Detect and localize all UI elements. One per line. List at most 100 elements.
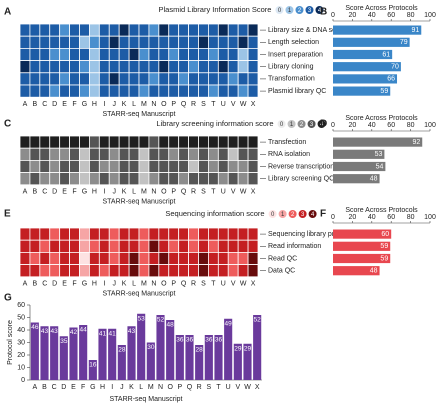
heatmap-cell	[69, 251, 80, 265]
heatmap-cell	[89, 35, 100, 49]
bar	[253, 315, 262, 380]
x-tick-label: W	[240, 101, 247, 108]
x-tick-label: T	[211, 281, 216, 288]
legend-swatch	[304, 5, 315, 15]
x-tick-label: N	[151, 101, 156, 108]
heatmap-cell	[198, 239, 209, 253]
bar	[156, 315, 165, 380]
x-tick-label: K	[122, 101, 127, 108]
bar	[30, 322, 39, 380]
x-tick-label: B	[33, 281, 38, 288]
heatmap-cell	[247, 72, 259, 86]
heatmap-cell	[29, 264, 41, 278]
bar	[333, 137, 423, 147]
x-tick-label: S	[201, 189, 206, 196]
heatmap-cell	[237, 23, 249, 37]
x-tick-label: J	[112, 281, 116, 288]
heatmap-cell	[69, 159, 80, 173]
legend-label: 0	[280, 122, 284, 128]
value-label: 48	[167, 322, 175, 329]
x-axis-label: STARR-seq Manuscript	[102, 111, 175, 118]
heatmap-cell	[89, 147, 100, 161]
heatmap-cell	[19, 48, 31, 62]
legend-swatch	[314, 5, 325, 15]
value-label: 43	[41, 328, 49, 335]
x-tick-label: J	[112, 101, 116, 108]
x-tick-label: V	[235, 384, 240, 391]
row-label: Plasmid library QC	[268, 88, 326, 95]
heatmap-cell	[178, 227, 189, 241]
x-tick-label: C	[42, 281, 47, 288]
heatmap-cell	[69, 35, 80, 49]
heatmap-cell	[128, 147, 140, 161]
heatmap-cell	[227, 251, 239, 265]
x-tick-label: B	[33, 189, 38, 196]
x-tick-label: D	[52, 101, 57, 108]
heatmap-cell	[69, 60, 80, 74]
heatmap-cell	[168, 23, 180, 37]
x-tick-label: A	[23, 281, 28, 288]
value-label: 59	[380, 255, 388, 262]
heatmap-cell	[217, 239, 229, 253]
heatmap-cell	[227, 72, 239, 86]
heatmap-cell	[19, 264, 31, 278]
x-tick-label: O	[161, 189, 167, 196]
x-tick-label: W	[240, 189, 247, 196]
heatmap-cell	[217, 147, 229, 161]
heatmap-cell	[19, 72, 31, 86]
value-label: 60	[381, 231, 389, 238]
heatmap-cell	[59, 48, 70, 62]
x-tick-label: X	[251, 281, 256, 288]
value-label: 79	[400, 39, 408, 46]
panel-title: Library screening information score	[156, 119, 273, 128]
heatmap-cell	[217, 251, 229, 265]
heatmap-cell	[69, 84, 80, 98]
x-tick-label: M	[141, 189, 147, 196]
x-tick-label: P	[171, 189, 176, 196]
heatmap-cell	[208, 239, 219, 253]
heatmap-cell	[227, 172, 239, 186]
heatmap-cell	[79, 172, 90, 186]
heatmap-cell	[217, 84, 229, 98]
heatmap-cell	[247, 60, 259, 74]
heatmap-cell	[118, 135, 130, 149]
heatmap-cell	[158, 60, 170, 74]
heatmap-cell	[98, 35, 110, 49]
heatmap-cell	[227, 135, 239, 149]
bar	[185, 335, 194, 380]
x-tick-label: E	[71, 384, 76, 391]
heatmap-cell	[188, 48, 199, 62]
legend-swatch	[296, 119, 307, 129]
heatmap-cell	[148, 172, 160, 186]
heatmap-cell	[247, 159, 259, 173]
heatmap-cell	[29, 239, 41, 253]
heatmap-cell	[89, 84, 100, 98]
heatmap-cell	[198, 23, 209, 37]
heatmap-cell	[188, 227, 199, 241]
heatmap-cell	[138, 264, 150, 278]
value-label: 36	[215, 337, 223, 344]
y-tick-label: 30	[17, 339, 25, 346]
y-tick-label: 20	[17, 352, 25, 359]
heatmap-cell	[39, 135, 51, 149]
x-tick-label: Q	[181, 189, 187, 196]
heatmap-cell	[128, 84, 140, 98]
value-label: 53	[138, 315, 146, 322]
heatmap-cell	[49, 172, 61, 186]
heatmap-cell	[118, 23, 130, 37]
x-tick-label: T	[211, 101, 216, 108]
heatmap-cell	[138, 135, 150, 149]
x-tick-label: X	[255, 384, 260, 391]
heatmap-cell	[198, 135, 209, 149]
x-tick-label: I	[111, 384, 113, 391]
x-tick-label: 40	[368, 122, 376, 129]
x-tick-label: N	[151, 189, 156, 196]
heatmap-cell	[89, 239, 100, 253]
heatmap-cell	[29, 147, 41, 161]
heatmap-cell	[138, 72, 150, 86]
value-label: 54	[376, 163, 384, 170]
value-label: 92	[412, 139, 420, 146]
heatmap-cell	[108, 35, 120, 49]
heatmap-cell	[69, 264, 80, 278]
heatmap-cell	[128, 60, 140, 74]
